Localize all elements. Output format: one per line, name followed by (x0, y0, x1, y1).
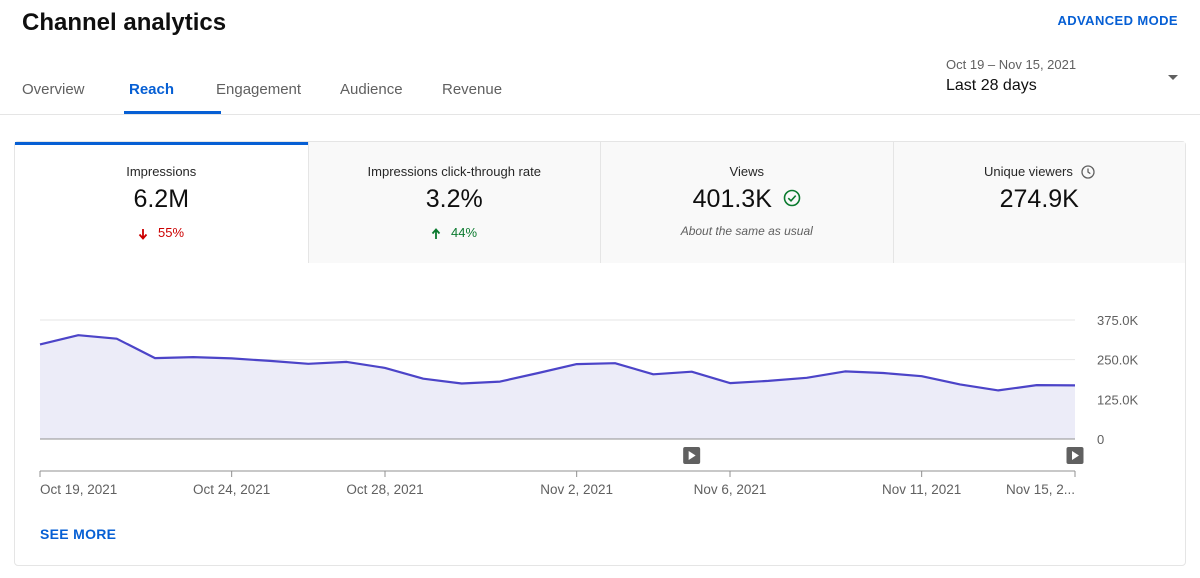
x-tick-label: Nov 11, 2021 (882, 482, 961, 497)
chart-axes (39, 438, 1076, 477)
chart-series-line (39, 334, 1076, 392)
check-circle-icon (783, 190, 801, 207)
tab-audience[interactable]: Audience (340, 81, 403, 98)
x-tick-label: Nov 6, 2021 (694, 482, 767, 497)
metric-delta-value: 44% (451, 225, 478, 240)
caret-down-icon (1168, 75, 1178, 80)
chart-video-markers (683, 447, 1084, 464)
metric-ctr[interactable]: Impressions click-through rate 3.2% 44% (307, 142, 601, 263)
metric-views[interactable]: Views 401.3K About the same as usual (600, 142, 893, 263)
play-icon (688, 451, 696, 460)
advanced-mode-button[interactable]: ADVANCED MODE (1057, 13, 1178, 28)
date-range-period: Last 28 days (946, 77, 1037, 94)
x-tick-label: Oct 24, 2021 (193, 482, 270, 497)
tab-engagement[interactable]: Engagement (216, 81, 302, 98)
metric-value: 401.3K (601, 185, 893, 214)
play-icon (1072, 451, 1079, 460)
x-tick-label: Oct 28, 2021 (346, 482, 423, 497)
x-tick-label: Nov 2, 2021 (540, 482, 613, 497)
tab-overview[interactable]: Overview (22, 81, 85, 98)
date-range-picker[interactable]: Oct 19 – Nov 15, 2021 Last 28 days (946, 57, 1178, 101)
metric-note: About the same as usual (680, 224, 813, 238)
metric-tabs: Impressions 6.2M 55% Impressions click-t… (15, 142, 1185, 263)
tab-bar: Overview Reach Engagement Audience Reven… (22, 68, 522, 114)
metric-unique-viewers[interactable]: Unique viewers 274.9K (892, 142, 1186, 263)
metric-label: Impressions click-through rate (367, 164, 541, 179)
metric-label: Views (729, 164, 764, 179)
see-more-button[interactable]: SEE MORE (40, 526, 117, 542)
video-marker[interactable] (683, 447, 701, 464)
metric-value: 6.2M (133, 185, 190, 213)
chart-area-fill (40, 335, 1075, 439)
video-marker[interactable] (1066, 447, 1084, 464)
arrow-down-icon (139, 228, 148, 240)
tab-divider (0, 114, 1200, 115)
arrow-up-icon (432, 227, 441, 239)
metric-impressions[interactable]: Impressions 6.2M 55% (15, 142, 308, 263)
metric-label-text: Unique viewers (984, 164, 1073, 179)
page-title: Channel analytics (22, 9, 227, 36)
x-tick-label: Oct 19, 2021 (40, 482, 117, 497)
metric-delta-value: 55% (158, 225, 185, 240)
metric-value: 3.2% (425, 185, 483, 213)
reach-overview-card: Impressions 6.2M 55% Impressions click-t… (14, 141, 1186, 566)
x-tick-label: Nov 15, 2... (1006, 482, 1075, 497)
y-tick-label: 250.0K (1097, 353, 1139, 368)
clock-icon (1080, 164, 1095, 179)
tab-revenue[interactable]: Revenue (442, 81, 503, 98)
metric-value-text: 401.3K (692, 185, 772, 213)
y-tick-label: 0 (1097, 432, 1104, 447)
metric-delta: 55% (15, 225, 308, 240)
date-range-dates: Oct 19 – Nov 15, 2021 (946, 57, 1077, 72)
chart-labels: 375.0K 250.0K 125.0K 0 Oct 19, 2021 Oct 24, 2… (40, 313, 1139, 497)
y-tick-label: 125.0K (1097, 392, 1139, 407)
y-tick-label: 375.0K (1097, 313, 1139, 328)
tab-reach[interactable]: Reach (124, 68, 221, 114)
metric-label: Impressions (126, 164, 197, 179)
metric-value: 274.9K (999, 185, 1079, 213)
metric-label: Unique viewers (894, 164, 1186, 179)
metric-delta: 44% (309, 225, 601, 240)
